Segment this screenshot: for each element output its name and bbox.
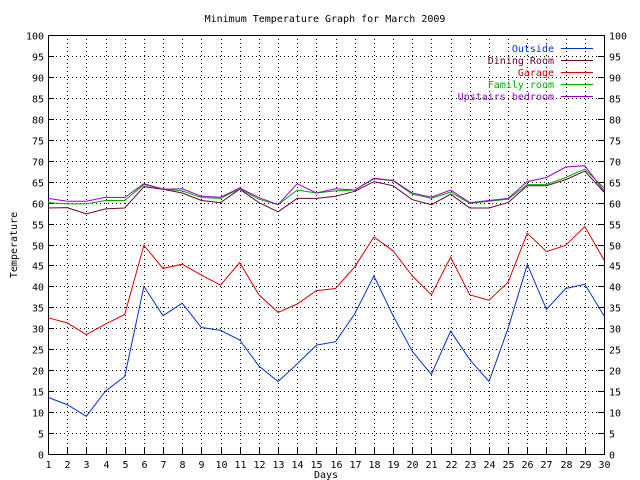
series-lines <box>47 165 605 417</box>
y-tick-label: 45 <box>32 262 44 273</box>
y-tick-label: 65 <box>32 179 44 190</box>
y-tick-label-right: 30 <box>609 325 621 336</box>
y-tick-label-right: 50 <box>609 242 621 253</box>
y-tick-label-right: 20 <box>609 367 621 378</box>
y-tick-label-right: 70 <box>609 158 621 169</box>
x-tick-label: 27 <box>540 460 552 471</box>
y-tick-label-right: 80 <box>609 116 621 127</box>
y-tick-label: 90 <box>32 74 44 85</box>
x-tick-label: 25 <box>502 460 514 471</box>
y-tick-label: 100 <box>26 32 44 43</box>
y-tick-label: 80 <box>32 116 44 127</box>
y-tick-label-right: 10 <box>609 409 621 420</box>
series-line-dining-room <box>47 170 605 215</box>
x-tick-label: 15 <box>310 460 322 471</box>
x-tick-label: 9 <box>198 460 204 471</box>
y-tick-label-right: 55 <box>609 221 621 232</box>
x-tick-label: 23 <box>464 460 476 471</box>
x-tick-label: 28 <box>560 460 572 471</box>
x-tick-label: 24 <box>483 460 495 471</box>
y-tick-label: 0 <box>38 451 44 462</box>
y-tick-label-right: 5 <box>609 430 615 441</box>
y-tick-label-right: 85 <box>609 95 621 106</box>
x-tick-label: 19 <box>387 460 399 471</box>
y-tick-label-right: 100 <box>609 32 627 43</box>
x-tick-label: 13 <box>272 460 284 471</box>
x-tick-label: 14 <box>291 460 303 471</box>
y-tick-label: 40 <box>32 283 44 294</box>
x-tick-label: 17 <box>349 460 361 471</box>
legend-label: Upstairs bedroom <box>458 92 554 103</box>
y-tick-label: 15 <box>32 388 44 399</box>
x-tick-label: 21 <box>425 460 437 471</box>
y-tick-label-right: 0 <box>609 451 615 462</box>
y-tick-label-right: 60 <box>609 200 621 211</box>
y-tick-label: 95 <box>32 53 44 64</box>
y-axis-label: Temperature <box>9 212 20 278</box>
y-tick-label: 35 <box>32 304 44 315</box>
x-tick-label: 18 <box>368 460 380 471</box>
series-line-outside <box>47 263 605 417</box>
y-tick-label: 20 <box>32 367 44 378</box>
x-tick-label: 22 <box>445 460 457 471</box>
y-tick-labels-left: 0 5 10 15 20 25 30 35 40 45 50 55 60 65 70 75 80 85 90 95 10… <box>26 32 44 462</box>
series-line-family-room <box>47 168 605 206</box>
y-tick-label: 5 <box>38 430 44 441</box>
y-tick-label-right: 15 <box>609 388 621 399</box>
y-tick-label: 75 <box>32 137 44 148</box>
x-tick-label: 5 <box>122 460 128 471</box>
legend-label: Garage <box>518 68 554 79</box>
y-tick-label-right: 25 <box>609 346 621 357</box>
series-line-upstairs-bedroom <box>47 165 605 206</box>
x-tick-label: 10 <box>215 460 227 471</box>
y-tick-label: 60 <box>32 200 44 211</box>
grid-lines <box>48 35 604 454</box>
y-tick-label-right: 90 <box>609 74 621 85</box>
x-tick-labels: 1 2 3 4 5 6 7 8 9 10 11 12 13 14 15 16 17 18 19 20 21 22 23 24 2… <box>45 460 610 471</box>
legend-label: Dining Room <box>488 56 554 67</box>
y-tick-label: 10 <box>32 409 44 420</box>
x-tick-label: 20 <box>406 460 418 471</box>
y-tick-label-right: 45 <box>609 262 621 273</box>
y-tick-label: 25 <box>32 346 44 357</box>
y-tick-label: 55 <box>32 221 44 232</box>
y-tick-label: 85 <box>32 95 44 106</box>
x-tick-label: 7 <box>160 460 166 471</box>
y-tick-label: 30 <box>32 325 44 336</box>
x-tick-label: 6 <box>141 460 147 471</box>
x-tick-label: 30 <box>598 460 610 471</box>
x-axis-label: Days <box>314 470 338 480</box>
series-line-garage <box>47 225 605 336</box>
y-tick-labels-right: 0 5 10 15 20 25 30 35 40 45 50 55 60 65 70 75 80 85 90 95 10… <box>609 32 627 462</box>
y-tick-label-right: 35 <box>609 304 621 315</box>
x-tick-label: 1 <box>45 460 51 471</box>
y-tick-label-right: 75 <box>609 137 621 148</box>
x-tick-label: 4 <box>103 460 109 471</box>
x-tick-label: 2 <box>64 460 70 471</box>
x-tick-label: 29 <box>579 460 591 471</box>
y-tick-label: 50 <box>32 242 44 253</box>
x-tick-label: 3 <box>83 460 89 471</box>
x-tick-label: 26 <box>521 460 533 471</box>
legend-label: Family room <box>488 80 554 91</box>
y-tick-label-right: 95 <box>609 53 621 64</box>
y-tick-label-right: 40 <box>609 283 621 294</box>
x-tick-label: 8 <box>179 460 185 471</box>
x-tick-label: 11 <box>234 460 246 471</box>
x-tick-label: 16 <box>330 460 342 471</box>
legend-label: Outside <box>512 44 554 55</box>
chart-title: Minimum Temperature Graph for March 2009 <box>205 14 446 25</box>
x-tick-label: 12 <box>253 460 265 471</box>
y-tick-label-right: 65 <box>609 179 621 190</box>
y-tick-label: 70 <box>32 158 44 169</box>
